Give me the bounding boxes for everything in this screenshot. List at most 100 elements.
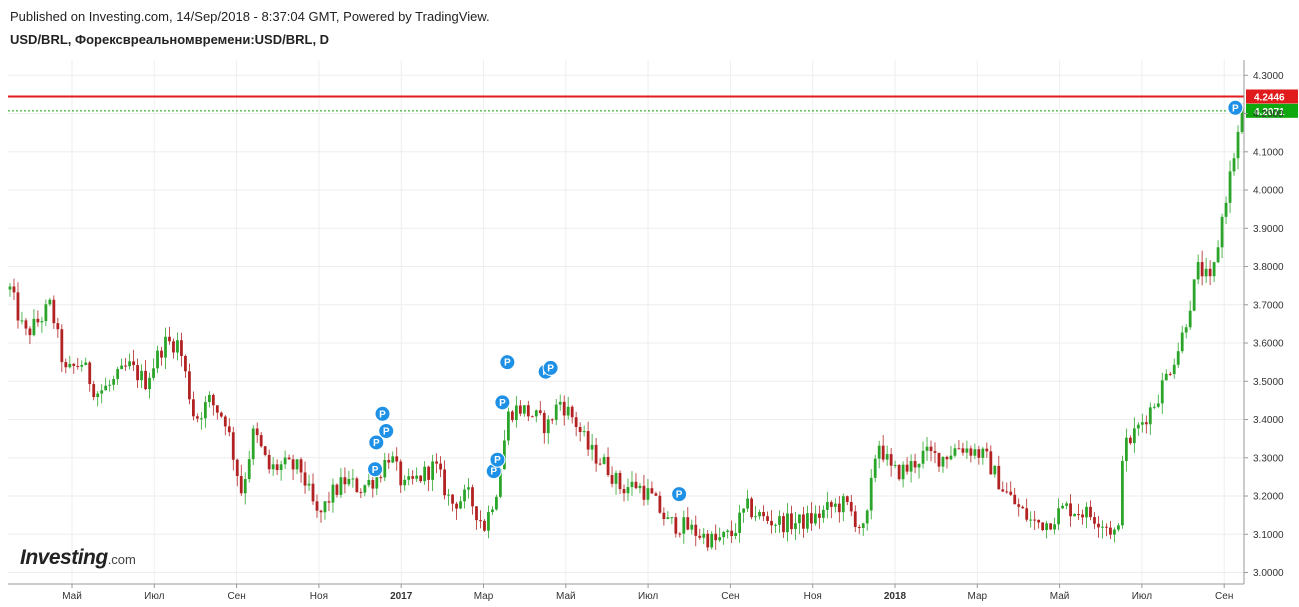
candle-body [750,498,753,518]
marker-label: P [490,467,497,478]
candle-body [1188,310,1192,328]
candle-body [646,488,650,500]
candle-body [203,402,207,419]
candle-body [1105,526,1108,528]
candle-body [1061,505,1064,509]
y-tick-label: 3.2000 [1253,492,1284,503]
candle-body [690,524,694,530]
candle-body [570,406,574,418]
candle-body [387,459,391,463]
x-tick-label: Май [1050,591,1070,602]
candle-body [542,413,546,434]
x-tick-label: Июл [1132,591,1152,602]
candle-body [1144,422,1148,425]
candle-body [227,426,231,433]
current-price-label: 4.2071 [1254,107,1285,118]
candle-body [917,463,921,468]
current-price-label-box [1246,103,1298,118]
candle-body [148,377,151,390]
candle-body [331,484,335,503]
candle-body [176,340,179,353]
candle-body [893,464,897,466]
candle-body [1081,514,1084,518]
candle-body [610,475,614,484]
candle-body [921,450,925,464]
candle-body [945,456,949,460]
candle-body [1101,526,1104,528]
candle-body [24,320,28,329]
candle-body [184,355,187,372]
candle-body [594,444,598,464]
y-tick-label: 4.3000 [1253,71,1284,82]
candle-body [758,512,761,517]
marker-badge [671,486,688,503]
candle-body [877,445,881,459]
candle-body [52,299,56,324]
candle-body [534,410,538,417]
candle-body [1041,522,1045,531]
candle-body [989,451,993,475]
candle-body [1069,503,1072,517]
candle-body [64,362,68,368]
candle-body [1160,380,1164,404]
candle-body [614,472,618,484]
candle-body [395,456,399,462]
candle-body [853,511,857,528]
candle-body [985,448,989,452]
candle-body [738,512,742,533]
candle-body [375,477,379,489]
candle-body [1120,460,1124,526]
marker: P [378,423,395,440]
candle-body [267,454,271,470]
x-tick-label: Июл [144,591,164,602]
candle-body [299,459,303,473]
candle-body [12,286,16,293]
candle-body [937,452,941,467]
candle-body [702,533,706,538]
candle-body [263,446,267,455]
candle-body [1057,508,1060,525]
y-tick-label: 3.6000 [1253,339,1284,350]
candle-body [188,371,191,400]
candle-body [271,464,275,470]
candle-body [1049,523,1053,530]
x-tick-label: Ноя [310,591,328,602]
x-tick-label: Май [556,591,576,602]
candle-body [275,464,279,471]
candle-body [578,426,582,433]
candle-body [558,401,562,405]
candle-body [463,489,466,502]
candle-body [742,508,746,513]
candle-body [235,459,239,477]
candle-body [566,406,570,416]
candle-body [778,516,781,525]
candle-body [1156,403,1160,407]
candle-body [423,466,427,482]
candle-body [351,478,355,480]
candle-body [152,368,155,378]
symbol-title: USD/BRL, Форексвреальномвремени:USD/BRL,… [10,32,330,47]
marker-label: P [676,490,683,501]
published-line: Published on Investing.com, 14/Sep/2018 … [10,9,490,24]
candle-body [1180,332,1184,352]
candle-body [1033,519,1037,521]
candle-body [128,361,132,367]
candle-body [283,457,287,465]
candle-body [192,399,195,417]
candle-body [136,365,139,381]
candle-body [538,410,542,414]
x-tick-label: Мар [474,591,494,602]
candle-body [554,404,558,420]
candle-body [1017,504,1021,507]
candle-body [734,532,738,537]
x-tick-label: Ноя [804,591,822,602]
y-tick-label: 3.7000 [1253,300,1284,311]
candle-body [813,513,817,524]
candle-body [590,444,594,450]
candle-body [439,463,442,470]
candle-body [443,469,446,496]
candle-body [199,418,203,420]
marker: P [499,354,516,371]
candle-body [120,365,124,370]
